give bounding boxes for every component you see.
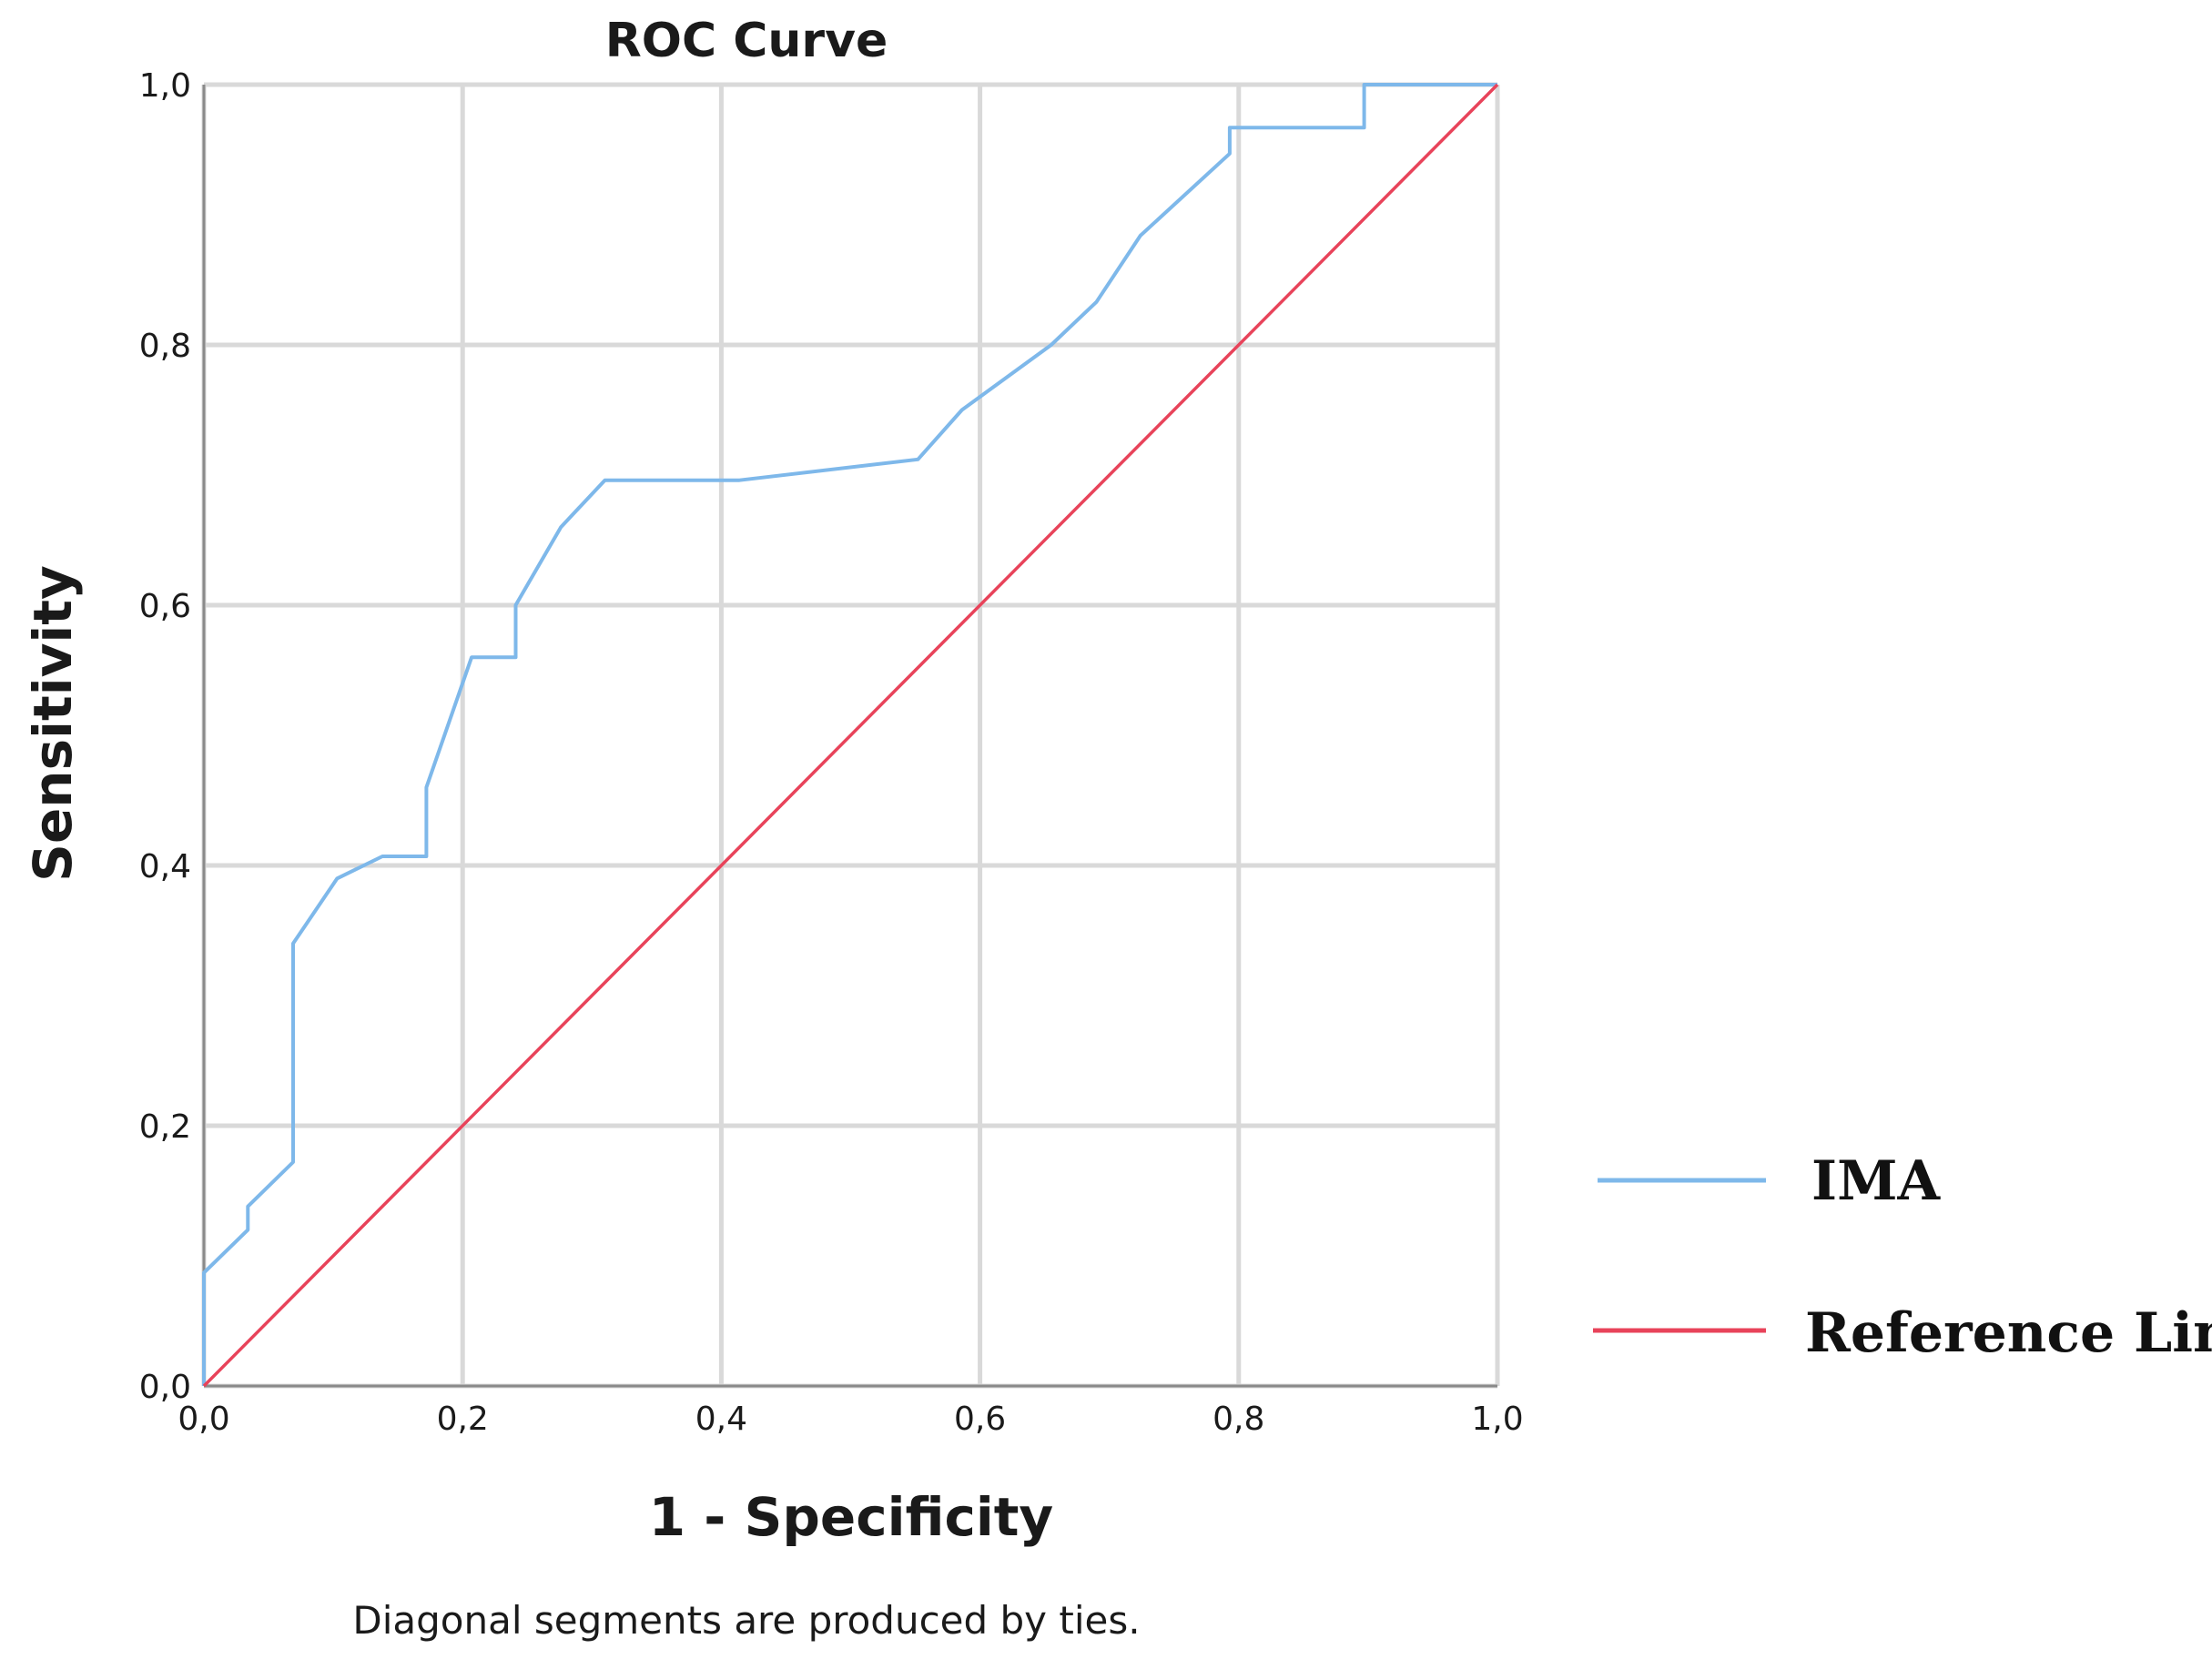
x-tick-label: 0,2 xyxy=(437,1401,489,1438)
x-axis-label: 1 - Specificity xyxy=(649,1486,1054,1548)
series xyxy=(202,83,1499,1388)
ima-roc-line xyxy=(202,83,1497,1386)
chart-title: ROC Curve xyxy=(605,14,888,68)
grid xyxy=(201,82,1500,1389)
y-tick-label: 0,8 xyxy=(139,328,191,365)
y-tick-label: 0,6 xyxy=(139,588,191,625)
x-tick-label: 0,4 xyxy=(695,1401,747,1438)
y-tick-label: 1,0 xyxy=(139,67,191,105)
reference-line xyxy=(202,83,1499,1388)
y-tick-label: 0,2 xyxy=(139,1108,191,1146)
y-tick-label: 0,0 xyxy=(139,1369,191,1406)
y-tick-label: 0,4 xyxy=(139,848,191,885)
x-tick-label: 0,6 xyxy=(954,1401,1006,1438)
x-tick-label: 1,0 xyxy=(1471,1401,1523,1438)
axes xyxy=(202,85,1497,1388)
legend: IMA Reference Line xyxy=(1593,1149,2212,1365)
x-tick-label: 0,8 xyxy=(1213,1401,1264,1438)
tick-labels: 0,0 0,2 0,4 0,6 0,8 1,0 0,0 0,2 0,4 0,6 0,8 1,0 xyxy=(139,67,1524,1438)
legend-label-reference: Reference Line xyxy=(1805,1301,2212,1365)
x-tick-label: 0,0 xyxy=(178,1401,229,1438)
y-axis-label: Sensitivity xyxy=(22,565,84,882)
legend-label-ima: IMA xyxy=(1811,1149,1941,1213)
footnote: Diagonal segments are produced by ties. xyxy=(352,1598,1140,1643)
